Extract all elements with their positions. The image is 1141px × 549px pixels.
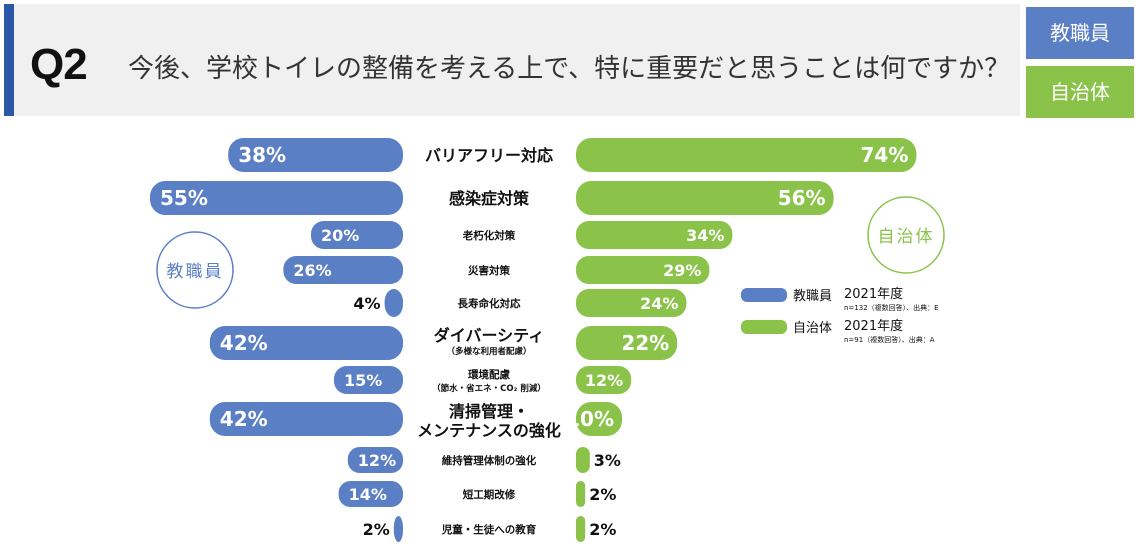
category-label: 短工期改修 [463,488,516,501]
teacher-bar [334,366,403,394]
teacher-bar [228,138,403,172]
teacher-value-label: 14% [349,485,387,504]
legend-swatch [741,320,787,334]
category-label-sub: メンテナンスの強化 [417,421,561,440]
municipality-bar [576,447,590,473]
legend-name: 教職員 [793,288,832,304]
teacher-bar [283,256,403,284]
municipality-value-label: 2% [589,485,616,504]
category-label: 維持管理体制の強化 [442,454,537,467]
municipality-value-label: 22% [621,331,669,355]
municipality-bar [576,138,917,172]
teacher-bar [150,181,403,215]
teacher-value-label: 55% [160,186,208,210]
legend-note: n=91（複数回答）、出典：A [844,335,935,344]
legend-name: 自治体 [793,321,832,336]
category-label: 災害対策 [468,264,510,277]
municipality-bar [576,402,622,436]
teacher-bar [209,402,403,436]
teachers-circle [156,231,234,309]
municipality-value-label: 24% [640,294,678,313]
header-band [4,4,1020,116]
municipality-bar [576,366,632,394]
question-text: 今後、学校トイレの整備を考える上で、特に重要だと思うことは何ですか？ [128,54,1011,84]
teacher-bar [393,516,403,542]
teacher-bar [384,289,403,317]
municipality-value-label: 10% [566,407,614,431]
teacher-value-label: 20% [321,226,359,245]
municipality-value-label: 34% [686,226,724,245]
municipality-bar [576,256,710,284]
teacher-value-label: 38% [238,143,286,167]
category-label: 児童・生徒への教育 [441,523,537,536]
teacher-bar [338,481,403,507]
municipality-bar [576,289,687,317]
tag-teachers: 教職員 [1026,7,1134,59]
teacher-bar [311,221,403,249]
teacher-value-label: 42% [220,331,268,355]
municipality-bar [576,516,586,542]
legend-swatch [741,288,787,302]
teacher-value-label: 15% [344,371,382,390]
teacher-value-label: 4% [353,294,380,313]
municipalities-circle-label: 自治体 [878,227,935,247]
header-accent-bar [4,4,14,116]
category-label: バリアフリー対応 [425,146,553,165]
category-label: 長寿命化対応 [458,297,521,310]
legend-year: 2021年度 [844,318,903,334]
legend-note: n=132（複数回答）、出典：E [844,303,939,312]
teachers-circle-label: 教職員 [167,262,224,282]
category-label: 清掃管理・ [449,402,529,421]
municipality-value-label: 3% [594,451,621,470]
municipality-bar [576,481,586,507]
category-label: 環境配慮 [468,368,510,381]
question-number: Q2 [30,40,88,89]
category-label-sub: （多様な利用者配慮） [446,346,531,357]
municipality-value-label: 12% [585,371,623,390]
municipality-value-label: 56% [778,186,826,210]
teacher-bar [347,447,403,473]
municipality-value-label: 2% [589,520,616,539]
municipality-value-label: 29% [663,261,701,280]
teacher-value-label: 42% [220,407,268,431]
tag-municipalities: 自治体 [1026,66,1134,118]
category-label: 感染症対策 [449,189,530,208]
category-label: ダイバーシティ [434,326,544,345]
teacher-value-label: 26% [293,261,331,280]
teacher-value-label: 2% [363,520,390,539]
teacher-bar [209,326,403,360]
teacher-value-label: 12% [358,451,396,470]
municipalities-circle [867,196,945,274]
municipality-bar [576,326,678,360]
legend-year: 2021年度 [844,286,903,302]
category-label: 老朽化対策 [462,229,516,242]
municipality-bar [576,221,733,249]
category-label-sub: （節水・省エネ・CO₂ 削減） [432,383,546,394]
municipality-value-label: 74% [861,143,909,167]
municipality-bar [576,181,834,215]
